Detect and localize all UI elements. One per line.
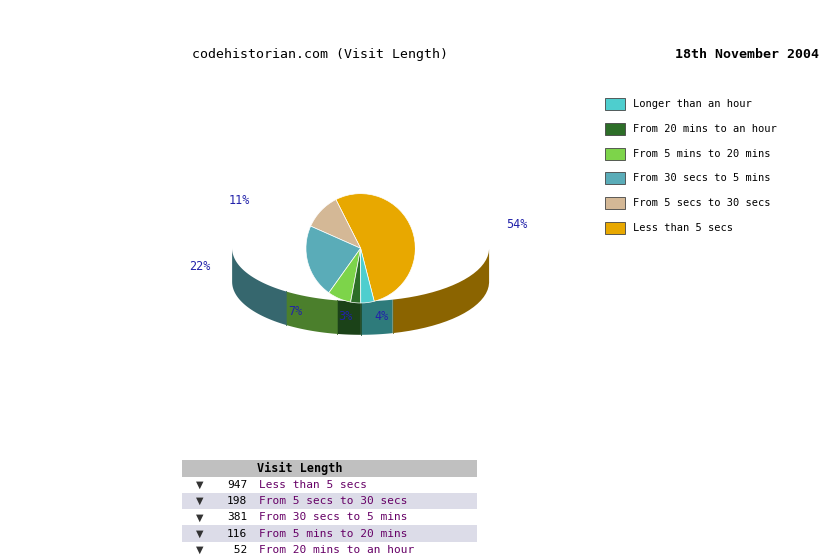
Bar bbox=[604, 197, 624, 209]
Text: 7%: 7% bbox=[288, 305, 302, 318]
Text: 381: 381 bbox=[227, 512, 247, 522]
Bar bbox=[182, 460, 476, 477]
Bar bbox=[604, 98, 624, 110]
Text: From 5 mins to 20 mins: From 5 mins to 20 mins bbox=[258, 528, 407, 538]
Text: 52: 52 bbox=[227, 545, 247, 555]
Text: codehistorian.com (Visit Length): codehistorian.com (Visit Length) bbox=[192, 48, 448, 61]
Bar bbox=[604, 123, 624, 135]
Bar bbox=[182, 542, 476, 558]
Text: 22%: 22% bbox=[189, 260, 210, 273]
Text: Less than 5 secs: Less than 5 secs bbox=[258, 480, 367, 490]
Bar bbox=[604, 222, 624, 234]
Text: Longer than an hour: Longer than an hour bbox=[633, 99, 751, 109]
Text: Visit Length: Visit Length bbox=[257, 462, 343, 475]
Wedge shape bbox=[350, 248, 360, 303]
Text: 18th November 2004: 18th November 2004 bbox=[675, 48, 818, 61]
Text: From 5 mins to 20 mins: From 5 mins to 20 mins bbox=[633, 148, 770, 158]
Wedge shape bbox=[306, 226, 360, 293]
Text: From 30 secs to 5 mins: From 30 secs to 5 mins bbox=[258, 512, 407, 522]
Bar bbox=[182, 477, 476, 493]
Wedge shape bbox=[310, 200, 360, 248]
Text: 11%: 11% bbox=[229, 194, 250, 208]
Polygon shape bbox=[286, 291, 337, 334]
Polygon shape bbox=[360, 300, 392, 335]
Text: Less than 5 secs: Less than 5 secs bbox=[633, 223, 733, 233]
Wedge shape bbox=[335, 194, 415, 301]
Bar bbox=[604, 172, 624, 184]
Polygon shape bbox=[392, 249, 489, 333]
Text: ▼: ▼ bbox=[196, 480, 204, 490]
Text: 4%: 4% bbox=[374, 310, 388, 323]
Text: From 30 secs to 5 mins: From 30 secs to 5 mins bbox=[633, 174, 770, 184]
Bar bbox=[604, 148, 624, 160]
Bar bbox=[182, 493, 476, 509]
Text: From 5 secs to 30 secs: From 5 secs to 30 secs bbox=[633, 198, 770, 208]
Bar bbox=[182, 526, 476, 542]
Text: 116: 116 bbox=[227, 528, 247, 538]
Text: 54%: 54% bbox=[506, 218, 527, 230]
Text: From 20 mins to an hour: From 20 mins to an hour bbox=[633, 124, 777, 134]
Text: 3%: 3% bbox=[338, 310, 352, 324]
Wedge shape bbox=[329, 248, 360, 302]
Bar bbox=[182, 509, 476, 526]
Text: From 5 secs to 30 secs: From 5 secs to 30 secs bbox=[258, 496, 407, 506]
Polygon shape bbox=[337, 300, 360, 335]
Text: ▼: ▼ bbox=[196, 528, 204, 538]
Polygon shape bbox=[232, 248, 286, 325]
Text: ▼: ▼ bbox=[196, 512, 204, 522]
Text: 947: 947 bbox=[227, 480, 247, 490]
Wedge shape bbox=[360, 248, 373, 303]
Text: 198: 198 bbox=[227, 496, 247, 506]
Text: ▼: ▼ bbox=[196, 496, 204, 506]
Text: ▼: ▼ bbox=[196, 545, 204, 555]
Text: From 20 mins to an hour: From 20 mins to an hour bbox=[258, 545, 414, 555]
